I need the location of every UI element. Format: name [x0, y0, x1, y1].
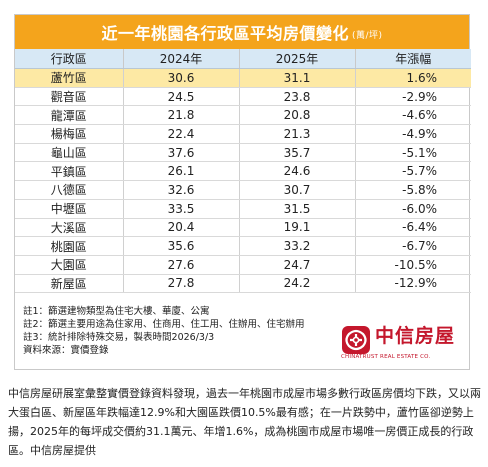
table-row: 新屋區 27.8 24.2 -12.9%: [15, 274, 471, 294]
cell-change: -5.1%: [355, 143, 471, 163]
cell-change: -5.8%: [355, 180, 471, 200]
cell-2024: 27.6: [123, 255, 240, 275]
cell-2024: 33.5: [123, 199, 240, 219]
cell-2025: 23.8: [239, 87, 356, 107]
cell-change: -10.5%: [355, 255, 471, 275]
cell-2024: 35.6: [123, 236, 240, 256]
table-row: 八德區 32.6 30.7 -5.8%: [15, 180, 471, 200]
table-row: 龍潭區 21.8 20.8 -4.6%: [15, 105, 471, 126]
cell-2025: 31.1: [239, 68, 356, 88]
cell-district: 大溪區: [15, 218, 124, 238]
cell-change: -4.9%: [355, 124, 471, 144]
cell-district: 龜山區: [15, 143, 124, 163]
cell-2025: 31.5: [239, 199, 356, 219]
table-row: 平鎮區 26.1 24.6 -5.7%: [15, 161, 471, 182]
cell-2024: 24.5: [123, 87, 240, 107]
photo-caption: 中信房屋研展室彙整實價登錄資料發現，過去一年桃園市成屋市場多數行政區房價均下跌，…: [8, 387, 481, 457]
chinatrust-logo: 中信房屋 CHINATRUST REAL ESTATE CO.: [341, 321, 459, 363]
cell-district: 新屋區: [15, 274, 124, 294]
table-unit: (萬/坪): [351, 31, 383, 41]
cell-2025: 20.8: [239, 105, 356, 126]
cell-2024: 22.4: [123, 124, 240, 144]
cell-change: -6.0%: [355, 199, 471, 219]
table-row: 蘆竹區 30.6 31.1 1.6%: [15, 68, 471, 88]
cell-change: 1.6%: [355, 68, 471, 88]
cell-2025: 24.6: [239, 161, 356, 182]
logo-english-name: CHINATRUST REAL ESTATE CO.: [341, 354, 431, 360]
cell-change: -2.9%: [355, 87, 471, 107]
table-title-bar: 近一年桃園各行政區平均房價變化 (萬/坪): [15, 15, 469, 49]
note-3: 註3：統計排除特殊交易，製表時間2026/3/3: [23, 332, 215, 343]
table-row: 中壢區 33.5 31.5 -6.0%: [15, 199, 471, 219]
cell-change: -6.4%: [355, 218, 471, 238]
table-row: 楊梅區 22.4 21.3 -4.9%: [15, 124, 471, 144]
table-row: 大溪區 20.4 19.1 -6.4%: [15, 218, 471, 238]
price-table: 行政區 2024年 2025年 年漲幅 蘆竹區 30.6 31.1 1.6% 觀…: [15, 49, 471, 294]
logo-name: 中信房屋: [375, 325, 456, 347]
cell-district: 龍潭區: [15, 105, 124, 126]
cell-2025: 24.7: [239, 255, 356, 275]
cell-district: 蘆竹區: [15, 68, 124, 88]
cell-2025: 35.7: [239, 143, 356, 163]
table-title: 近一年桃園各行政區平均房價變化: [101, 24, 349, 43]
header-district: 行政區: [15, 49, 124, 69]
cell-2024: 26.1: [123, 161, 240, 182]
header-2025: 2025年: [239, 49, 356, 69]
table-row: 觀音區 24.5 23.8 -2.9%: [15, 87, 471, 107]
note-1: 註1：篩選建物類型為住宅大樓、華廈、公寓: [23, 306, 210, 317]
cell-2024: 27.8: [123, 274, 240, 294]
price-table-graphic: 近一年桃園各行政區平均房價變化 (萬/坪) 行政區 2024年 2025年 年漲…: [14, 14, 471, 370]
cell-2024: 20.4: [123, 218, 240, 238]
table-row: 桃園區 35.6 33.2 -6.7%: [15, 236, 471, 256]
cell-district: 大園區: [15, 255, 124, 275]
cell-2025: 30.7: [239, 180, 356, 200]
cell-district: 桃園區: [15, 236, 124, 256]
cell-change: -12.9%: [355, 274, 471, 294]
table-notes: 註1：篩選建物類型為住宅大樓、華廈、公寓 註2：篩選主要用途為住家用、住商用、住…: [23, 305, 305, 357]
cell-2024: 37.6: [123, 143, 240, 163]
cell-change: -4.6%: [355, 105, 471, 126]
cell-change: -6.7%: [355, 236, 471, 256]
cell-2024: 32.6: [123, 180, 240, 200]
cell-district: 楊梅區: [15, 124, 124, 144]
cell-2024: 21.8: [123, 105, 240, 126]
table-row: 龜山區 37.6 35.7 -5.1%: [15, 143, 471, 163]
header-2024: 2024年: [123, 49, 240, 69]
cell-2025: 33.2: [239, 236, 356, 256]
header-change: 年漲幅: [355, 49, 471, 69]
data-source: 資料來源：實價登錄: [23, 345, 109, 356]
cell-district: 平鎮區: [15, 161, 124, 182]
cell-district: 中壢區: [15, 199, 124, 219]
table-row: 大園區 27.6 24.7 -10.5%: [15, 255, 471, 275]
cell-2025: 21.3: [239, 124, 356, 144]
note-2: 註2：篩選主要用途為住家用、住商用、住工用、住辦用、住宅辦用: [23, 319, 305, 330]
chinatrust-knot-logo-icon: [342, 326, 370, 354]
cell-2025: 24.2: [239, 274, 356, 294]
cell-district: 八德區: [15, 180, 124, 200]
cell-change: -5.7%: [355, 161, 471, 182]
cell-district: 觀音區: [15, 87, 124, 107]
cell-2024: 30.6: [123, 68, 240, 88]
table-header-row: 行政區 2024年 2025年 年漲幅: [15, 49, 471, 69]
cell-2025: 19.1: [239, 218, 356, 238]
